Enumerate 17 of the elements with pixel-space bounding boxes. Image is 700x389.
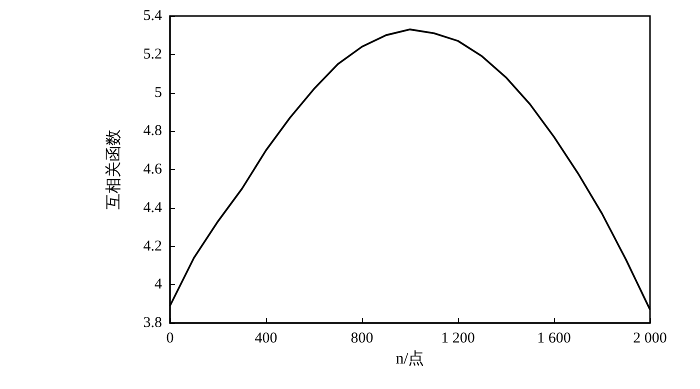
y-tick-label: 4.6	[143, 162, 162, 178]
y-tick-label: 4.4	[143, 200, 162, 216]
x-tick-label: 1 600	[537, 330, 571, 346]
x-tick-label: 800	[350, 330, 374, 346]
y-tick-label: 3.8	[143, 315, 162, 331]
y-tick-label: 5.2	[143, 46, 162, 62]
x-tick-label: 1 200	[441, 330, 475, 346]
y-tick-label: 4	[154, 276, 162, 293]
x-axis-title: n/点	[396, 349, 424, 368]
y-tick-label: 5.4	[143, 8, 162, 24]
x-tick-label: 2 000	[633, 330, 667, 346]
y-axis-title: 互相关函数	[104, 130, 122, 210]
y-tick-label: 4.2	[143, 238, 162, 254]
y-tick-label: 5	[154, 84, 162, 101]
x-tick-label: 400	[254, 330, 278, 346]
y-tick-label: 4.8	[143, 123, 162, 140]
x-tick-label: 0	[166, 330, 174, 346]
